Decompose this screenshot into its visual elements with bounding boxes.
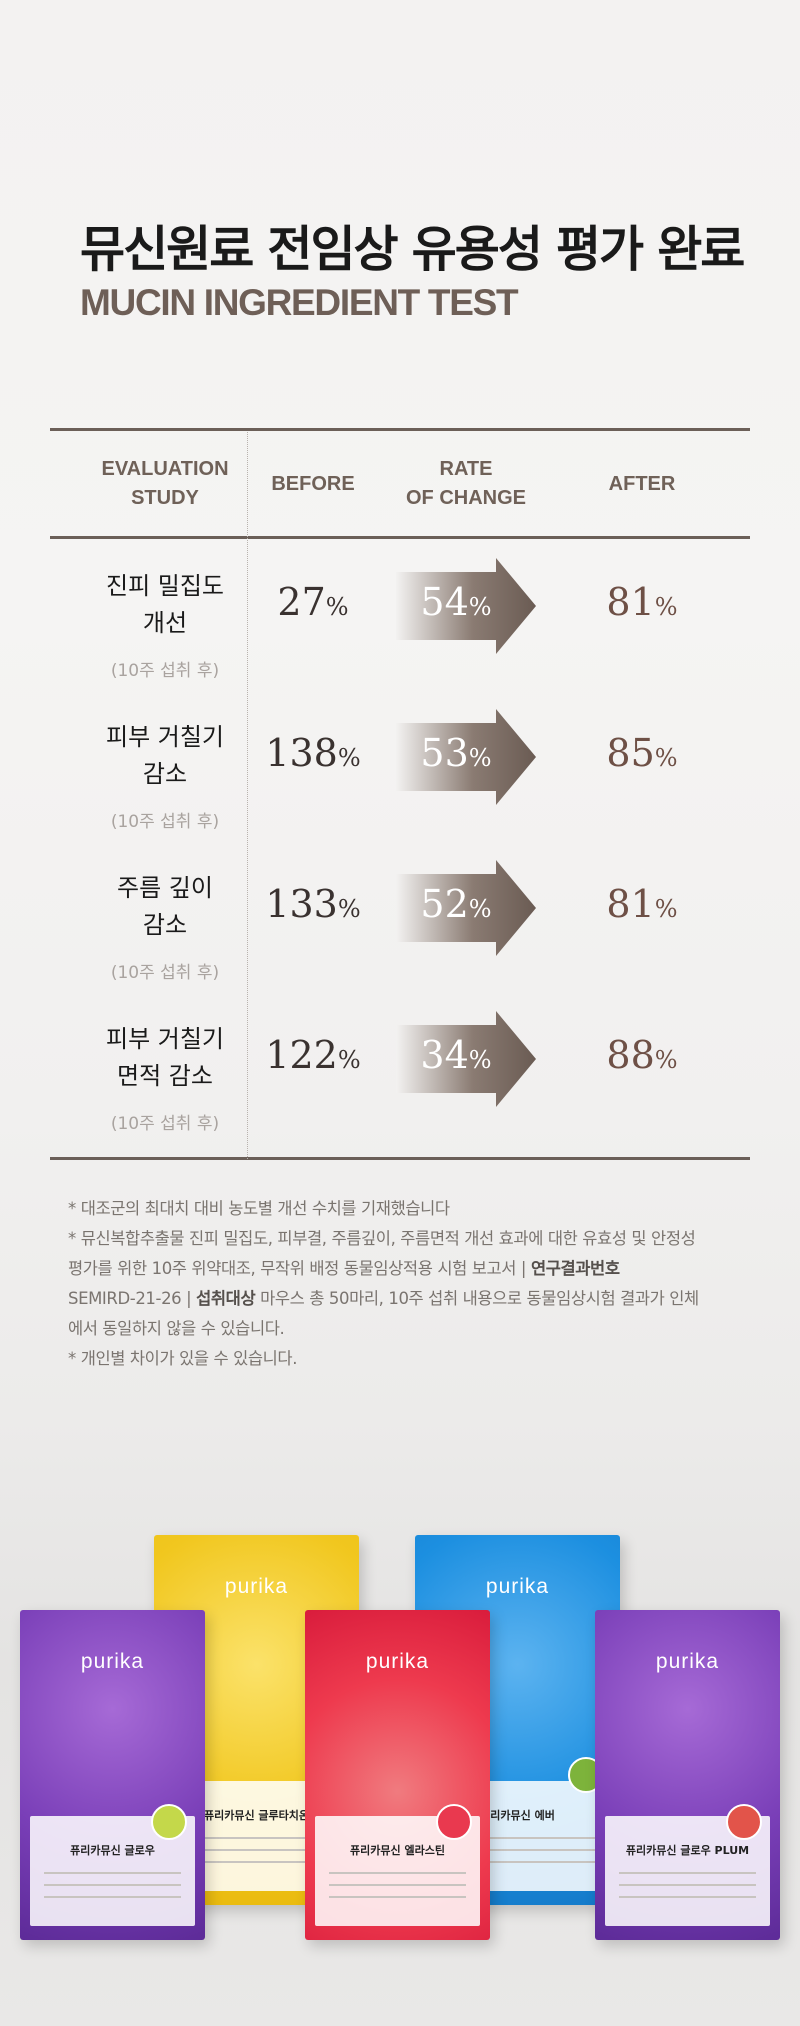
note-2-line3: SEMIRD-21-26 | 섭취대상 마우스 총 50마리, 10주 섭취 내…	[68, 1289, 699, 1308]
product-brand-logo: purika	[365, 1650, 430, 1673]
row-1-arrow-icon	[396, 558, 536, 654]
row-3-sublabel: (10주 섭취 후)	[110, 963, 220, 983]
note-1: * 대조군의 최대치 대비 농도별 개선 수치를 기재했습니다	[68, 1199, 450, 1218]
note-3: * 개인별 차이가 있을 수 있습니다.	[68, 1349, 298, 1368]
header-before: BEFORE	[271, 473, 355, 495]
header-evaluation-study: EVALUATION STUDY	[70, 455, 260, 513]
product-brand-logo: purika	[485, 1575, 550, 1598]
row-1-sublabel: (10주 섭취 후)	[110, 661, 220, 681]
page-subtitle: MUCIN INGREDIENT TEST	[80, 282, 519, 323]
row-4-sublabel: (10주 섭취 후)	[110, 1114, 220, 1134]
row-4-arrow-icon	[396, 1011, 536, 1107]
row-2-label-line2: 감소	[142, 760, 188, 788]
product-lineup-image: purika 퓨리카뮤신 글루타치온 purika 퓨리카뮤신 에버 purik…	[0, 1500, 800, 2026]
header-after: AFTER	[608, 473, 676, 495]
header-study-line1: EVALUATION	[101, 458, 229, 480]
product-box-elastin: purika 퓨리카뮤신 엘라스틴	[305, 1610, 490, 1940]
row-1-before: 27%	[277, 580, 349, 624]
row-1-after: 81%	[606, 580, 678, 624]
row-2-label-line1: 피부 거칠기	[105, 723, 225, 751]
table-top-rule	[50, 428, 750, 431]
header-rate-line1: RATE	[439, 458, 493, 480]
row-1-label-line2: 개선	[142, 609, 188, 637]
row-4-label: 피부 거칠기 면적 감소	[70, 1021, 260, 1095]
row-3-rate: 52%	[420, 882, 492, 926]
table-bottom-rule	[50, 1157, 750, 1160]
row-2-sublabel: (10주 섭취 후)	[110, 812, 220, 832]
note-2-line4: 에서 동일하지 않을 수 있습니다.	[68, 1319, 285, 1338]
product-box-glow-plum: purika 퓨리카뮤신 글로우 PLUM	[595, 1610, 780, 1940]
note-2-line2: 평가를 위한 10주 위약대조, 무작위 배정 동물임상적용 시험 보고서 | …	[68, 1259, 620, 1278]
row-4-rate: 34%	[420, 1033, 492, 1077]
row-2-after: 85%	[606, 731, 678, 775]
product-name: 퓨리카뮤신 글로우	[70, 1844, 155, 1857]
footnotes: * 대조군의 최대치 대비 농도별 개선 수치를 기재했습니다 * 뮤신복합추출…	[68, 1194, 728, 1374]
product-name: 퓨리카뮤신 글로우 PLUM	[625, 1844, 750, 1857]
product-brand-logo: purika	[655, 1650, 720, 1673]
product-brand-logo: purika	[80, 1650, 145, 1673]
row-4-after: 88%	[606, 1033, 678, 1077]
row-3-before: 133%	[265, 882, 361, 926]
row-4-before: 122%	[265, 1033, 361, 1077]
row-1-label-line1: 진피 밀집도	[105, 572, 225, 600]
product-brand-logo: purika	[224, 1575, 289, 1598]
header-study-line2: STUDY	[131, 487, 199, 509]
header-rate-of-change: RATE OF CHANGE	[396, 455, 536, 513]
row-3-label: 주름 깊이 감소	[70, 870, 260, 944]
row-3-label-line1: 주름 깊이	[117, 874, 213, 902]
row-3-after: 81%	[606, 882, 678, 926]
note-2-line1: * 뮤신복합추출물 진피 밀집도, 피부결, 주름깊이, 주름면적 개선 효과에…	[68, 1229, 696, 1248]
row-3-label-line2: 감소	[142, 911, 188, 939]
row-1-label: 진피 밀집도 개선	[70, 568, 260, 642]
row-1-rate: 54%	[420, 580, 492, 624]
row-3-arrow-icon	[396, 860, 536, 956]
fruit-badge-icon	[436, 1804, 472, 1840]
table-column-divider	[247, 432, 248, 1159]
plum-badge-icon	[726, 1804, 762, 1840]
row-4-label-line2: 면적 감소	[117, 1062, 213, 1090]
row-2-before: 138%	[265, 731, 361, 775]
row-2-rate: 53%	[420, 731, 492, 775]
page-title: 뮤신원료 전임상 유용성 평가 완료	[80, 221, 745, 278]
product-name: 퓨리카뮤신 글루타치온	[203, 1809, 310, 1822]
table-header-rule	[50, 536, 750, 539]
product-label-panel: 퓨리카뮤신 글로우	[30, 1816, 195, 1926]
product-name: 퓨리카뮤신 엘라스틴	[350, 1844, 445, 1857]
row-2-label: 피부 거칠기 감소	[70, 719, 260, 793]
fruit-badge-icon	[151, 1804, 187, 1840]
product-box-glow: purika 퓨리카뮤신 글로우	[20, 1610, 205, 1940]
product-name: 퓨리카뮤신 에버	[480, 1809, 555, 1822]
row-2-arrow-icon	[396, 709, 536, 805]
header-rate-line2: OF CHANGE	[406, 487, 526, 509]
row-4-label-line1: 피부 거칠기	[105, 1025, 225, 1053]
